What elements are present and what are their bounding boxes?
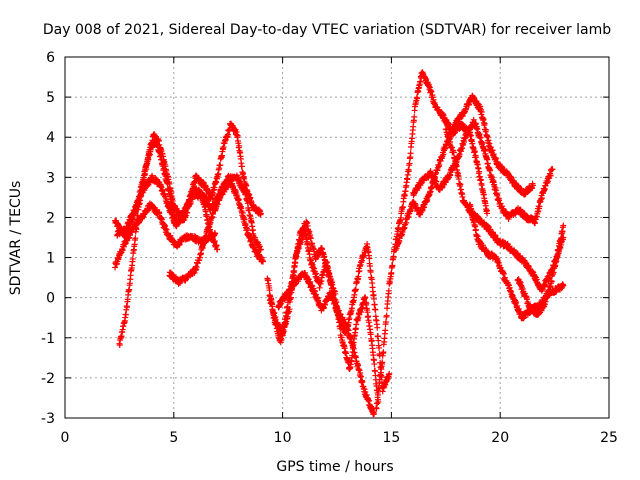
data-points [112, 69, 567, 418]
data-point [132, 235, 139, 242]
data-point [226, 126, 233, 133]
data-point [284, 304, 291, 311]
data-point [234, 132, 241, 139]
data-point [129, 255, 136, 262]
data-point [164, 180, 171, 187]
data-point [203, 211, 210, 218]
y-axis-label: SDTVAR / TECUs [8, 181, 24, 296]
x-tick-label: 25 [600, 430, 618, 446]
data-point [133, 226, 140, 233]
data-point [159, 161, 166, 168]
series-track-5 [166, 177, 267, 287]
data-point [124, 304, 131, 311]
data-point [217, 162, 224, 169]
y-tick-label: 2 [46, 210, 55, 226]
data-point [278, 336, 285, 343]
y-tick-label: 0 [46, 291, 55, 307]
data-point [116, 342, 123, 349]
y-tick-label: -1 [41, 331, 55, 347]
data-point [247, 194, 254, 201]
y-tick-label: 6 [46, 50, 55, 66]
grid-layer [65, 57, 609, 418]
x-tick-label: 5 [169, 430, 178, 446]
data-point [134, 212, 141, 219]
y-tick-label: 1 [46, 251, 55, 267]
data-point [257, 210, 264, 217]
data-point [280, 329, 287, 336]
data-point [141, 171, 148, 178]
data-point [316, 284, 323, 291]
chart-title: Day 008 of 2021, Sidereal Day-to-day VTE… [43, 22, 611, 38]
x-tick-label: 0 [61, 430, 70, 446]
data-point [257, 246, 264, 253]
y-tick-label: 3 [46, 170, 55, 186]
data-point [271, 309, 278, 316]
data-point [238, 163, 245, 170]
data-point [371, 361, 378, 368]
data-point [137, 197, 144, 204]
data-point [184, 209, 191, 216]
data-point [244, 225, 251, 232]
data-point [248, 236, 255, 243]
x-tick-label: 10 [274, 430, 292, 446]
x-tick-label: 20 [491, 430, 509, 446]
data-point [363, 300, 370, 307]
data-point [260, 258, 267, 265]
y-tick-label: 5 [46, 90, 55, 106]
x-tick-label: 15 [382, 430, 400, 446]
y-tick-label: -3 [41, 411, 55, 427]
data-point [214, 246, 221, 253]
x-axis-label: GPS time / hours [276, 459, 393, 475]
data-point [246, 207, 253, 214]
data-point [292, 260, 299, 267]
y-tick-label: 4 [46, 130, 55, 146]
y-tick-label: -2 [41, 371, 55, 387]
